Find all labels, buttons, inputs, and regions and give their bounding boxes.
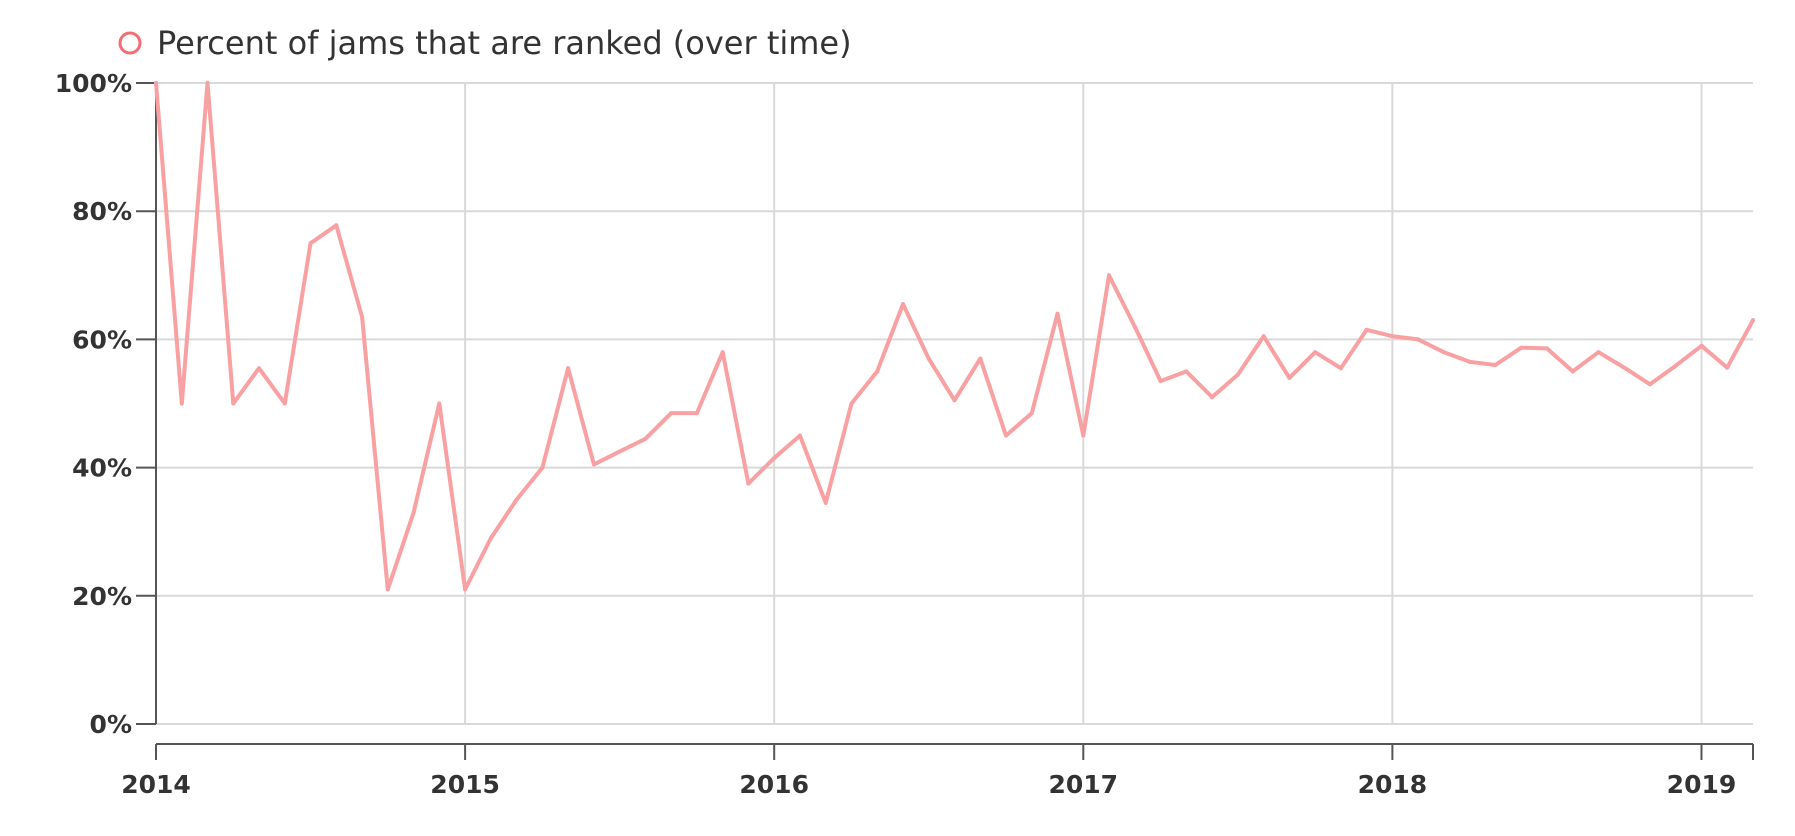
y-tick-label: 80% — [72, 197, 132, 226]
data-point[interactable] — [926, 356, 931, 361]
y-tick-label: 60% — [72, 325, 132, 354]
y-tick-label: 0% — [90, 710, 132, 739]
data-point[interactable] — [205, 81, 210, 85]
x-axis-ticks: 2014 2015 2016 2017 2018 2019 — [121, 770, 1736, 799]
data-point[interactable] — [411, 510, 416, 515]
legend-marker-icon — [118, 31, 142, 55]
data-point[interactable] — [1390, 334, 1395, 339]
data-point[interactable] — [154, 81, 158, 85]
data-point[interactable] — [1081, 433, 1086, 438]
data-point[interactable] — [308, 241, 313, 246]
data-point[interactable] — [1287, 375, 1292, 380]
x-tick-label: 2018 — [1358, 770, 1428, 799]
data-point[interactable] — [1004, 433, 1009, 438]
data-point[interactable] — [385, 587, 390, 592]
y-tick-label: 100% — [55, 69, 132, 98]
data-point[interactable] — [1647, 382, 1652, 387]
data-point[interactable] — [488, 536, 493, 541]
data-point[interactable] — [900, 302, 905, 307]
legend-label: Percent of jams that are ranked (over ti… — [157, 24, 852, 62]
data-point[interactable] — [1313, 350, 1318, 355]
series-layer — [154, 81, 1755, 592]
x-tick-label: 2016 — [739, 770, 809, 799]
data-point[interactable] — [1699, 343, 1704, 348]
data-point[interactable] — [1210, 395, 1215, 400]
data-point[interactable] — [1570, 369, 1575, 374]
grid-lines — [155, 82, 1753, 725]
data-point[interactable] — [282, 401, 287, 406]
data-point[interactable] — [1596, 350, 1601, 355]
data-point[interactable] — [257, 366, 262, 371]
data-point[interactable] — [823, 500, 828, 505]
data-point[interactable] — [1029, 411, 1034, 416]
data-point[interactable] — [591, 462, 596, 467]
data-point[interactable] — [694, 411, 699, 416]
y-tick-label: 40% — [72, 454, 132, 483]
data-point[interactable] — [617, 449, 622, 454]
data-point[interactable] — [1416, 337, 1421, 342]
data-point[interactable] — [463, 587, 468, 592]
legend[interactable]: Percent of jams that are ranked (over ti… — [118, 24, 852, 62]
data-point[interactable] — [849, 401, 854, 406]
data-point[interactable] — [1132, 324, 1137, 329]
data-point[interactable] — [566, 366, 571, 371]
data-point[interactable] — [1184, 369, 1189, 374]
data-point[interactable] — [514, 497, 519, 502]
x-tick-label: 2019 — [1667, 770, 1737, 799]
data-point[interactable] — [1673, 363, 1678, 368]
data-point[interactable] — [1055, 311, 1060, 316]
data-point[interactable] — [1107, 273, 1112, 278]
data-point[interactable] — [952, 398, 957, 403]
data-point[interactable] — [437, 401, 442, 406]
data-point[interactable] — [669, 411, 674, 416]
data-point[interactable] — [1725, 365, 1730, 370]
data-point[interactable] — [1338, 366, 1343, 371]
data-point[interactable] — [540, 465, 545, 470]
data-point[interactable] — [1441, 350, 1446, 355]
data-point[interactable] — [1519, 345, 1524, 350]
y-tick-label: 20% — [72, 582, 132, 611]
data-point[interactable] — [179, 401, 184, 406]
data-point[interactable] — [1158, 379, 1163, 384]
data-point[interactable] — [1493, 363, 1498, 368]
data-point[interactable] — [334, 223, 339, 228]
data-point[interactable] — [746, 481, 751, 486]
series-line — [154, 81, 1755, 592]
axes — [136, 82, 1754, 760]
data-point[interactable] — [231, 401, 236, 406]
x-tick-label: 2015 — [430, 770, 500, 799]
data-point[interactable] — [772, 455, 777, 460]
data-point[interactable] — [875, 369, 880, 374]
data-point[interactable] — [720, 350, 725, 355]
y-axis-ticks: 0% 20% 40% 60% 80% 100% — [55, 69, 132, 739]
data-point[interactable] — [1235, 372, 1240, 377]
data-point[interactable] — [978, 356, 983, 361]
data-point[interactable] — [360, 314, 365, 319]
data-point[interactable] — [797, 433, 802, 438]
data-point[interactable] — [1261, 334, 1266, 339]
x-tick-label: 2017 — [1048, 770, 1118, 799]
data-point[interactable] — [1622, 365, 1627, 370]
data-point[interactable] — [1467, 359, 1472, 364]
data-point[interactable] — [643, 436, 648, 441]
data-point[interactable] — [1751, 318, 1755, 323]
x-tick-label: 2014 — [121, 770, 191, 799]
data-point[interactable] — [1364, 327, 1369, 332]
data-point[interactable] — [1544, 346, 1549, 351]
